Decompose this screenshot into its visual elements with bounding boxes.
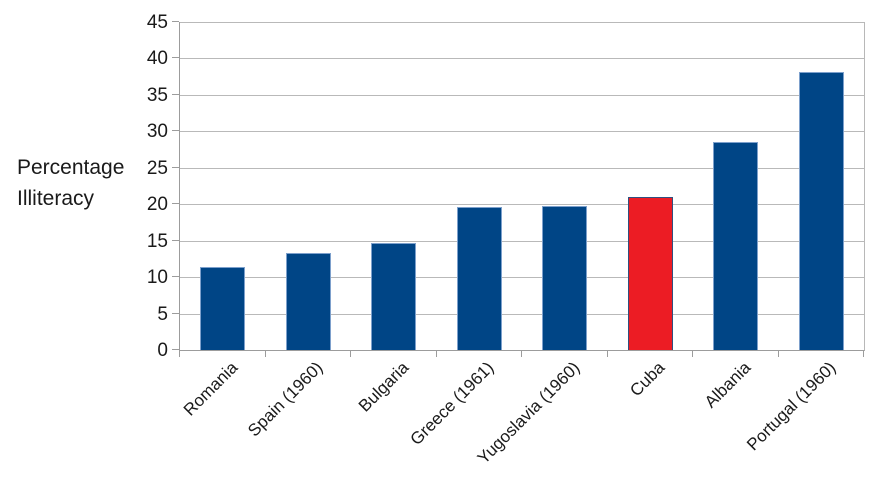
y-axis-tick-label: 30 <box>146 121 168 142</box>
y-axis-tick-label: 35 <box>146 85 168 106</box>
x-axis-tick-mark <box>778 351 779 357</box>
y-axis-title-line1: Percentage <box>17 156 125 179</box>
x-category-label: Portugal (1960) <box>743 358 840 455</box>
y-axis-tick-label: 40 <box>146 48 168 69</box>
gridline <box>180 167 864 169</box>
y-axis-tick-mark <box>172 313 179 314</box>
y-axis-tick-mark <box>172 21 179 22</box>
gridline <box>180 58 864 60</box>
y-axis-tick-mark <box>172 349 179 350</box>
y-axis-tick-mark <box>172 240 179 241</box>
y-axis-tick-mark <box>172 130 179 131</box>
x-axis-tick-mark <box>521 351 522 357</box>
y-axis-tick-label: 45 <box>146 12 168 33</box>
y-axis-tick-mark <box>172 167 179 168</box>
gridline <box>180 277 864 279</box>
bar <box>286 253 331 350</box>
y-axis-title: Percentage Illiteracy <box>17 152 167 214</box>
bar <box>371 243 416 350</box>
x-axis-tick-mark <box>863 351 864 357</box>
bar <box>457 207 502 350</box>
y-axis-tick-label: 0 <box>157 340 168 361</box>
x-axis-tick-mark <box>692 351 693 357</box>
bar <box>713 142 758 350</box>
y-axis-tick-label: 25 <box>146 158 168 179</box>
x-axis-tick-mark <box>607 351 608 357</box>
bar <box>799 72 844 350</box>
x-axis-tick-mark <box>265 351 266 357</box>
gridline <box>180 94 864 96</box>
gridline <box>180 22 864 23</box>
y-axis-tick-label: 10 <box>146 267 168 288</box>
plot-area <box>179 22 865 351</box>
gridline <box>180 240 864 242</box>
gridline <box>180 313 864 315</box>
y-axis-tick-mark <box>172 276 179 277</box>
gridline <box>180 204 864 206</box>
x-axis-tick-mark <box>179 351 180 357</box>
y-axis-tick-mark <box>172 57 179 58</box>
bar <box>628 197 673 350</box>
x-axis-tick-mark <box>350 351 351 357</box>
bar <box>200 267 245 350</box>
gridline <box>180 131 864 133</box>
y-axis-tick-label: 20 <box>146 194 168 215</box>
y-axis-tick-mark <box>172 94 179 95</box>
y-axis-tick-mark <box>172 203 179 204</box>
x-axis-tick-mark <box>436 351 437 357</box>
y-axis-title-line2: Illiteracy <box>17 187 95 210</box>
bar <box>542 206 587 350</box>
y-axis-tick-label: 15 <box>146 231 168 252</box>
y-axis-tick-label: 5 <box>157 304 168 325</box>
